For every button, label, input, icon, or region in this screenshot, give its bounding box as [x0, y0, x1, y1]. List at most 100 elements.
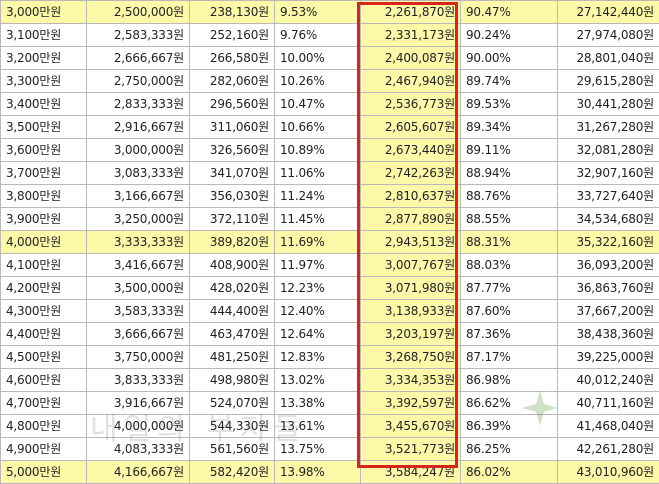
- net-pay-cell: 3,392,597원: [361, 392, 461, 415]
- annual-salary-cell: 3,600만원: [1, 139, 87, 162]
- monthly-salary-cell: 2,500,000원: [87, 1, 190, 24]
- deduction-rate-cell: 10.26%: [275, 70, 361, 93]
- annual-salary-cell: 3,500만원: [1, 116, 87, 139]
- monthly-salary-cell: 3,250,000원: [87, 208, 190, 231]
- net-pay-cell: 3,138,933원: [361, 300, 461, 323]
- net-pay-cell: 3,203,197원: [361, 323, 461, 346]
- net-rate-cell: 88.31%: [461, 231, 558, 254]
- net-pay-cell: 3,334,353원: [361, 369, 461, 392]
- net-pay-cell: 2,605,607원: [361, 116, 461, 139]
- annual-net-cell: 40,711,160원: [558, 392, 659, 415]
- deduction-cell: 428,020원: [190, 277, 275, 300]
- net-rate-cell: 88.94%: [461, 162, 558, 185]
- annual-net-cell: 39,225,000원: [558, 346, 659, 369]
- annual-net-cell: 35,322,160원: [558, 231, 659, 254]
- annual-salary-cell: 4,300만원: [1, 300, 87, 323]
- annual-net-cell: 37,667,200원: [558, 300, 659, 323]
- net-pay-cell: 2,536,773원: [361, 93, 461, 116]
- annual-salary-cell: 3,200만원: [1, 47, 87, 70]
- deduction-cell: 238,130원: [190, 1, 275, 24]
- deduction-cell: 341,070원: [190, 162, 275, 185]
- deduction-cell: 444,400원: [190, 300, 275, 323]
- monthly-salary-cell: 4,166,667원: [87, 461, 190, 484]
- deduction-rate-cell: 12.83%: [275, 346, 361, 369]
- deduction-cell: 372,110원: [190, 208, 275, 231]
- deduction-cell: 544,330원: [190, 415, 275, 438]
- annual-net-cell: 31,267,280원: [558, 116, 659, 139]
- annual-net-cell: 29,615,280원: [558, 70, 659, 93]
- annual-net-cell: 43,010,960원: [558, 461, 659, 484]
- net-pay-cell: 3,584,247원: [361, 461, 461, 484]
- monthly-salary-cell: 3,166,667원: [87, 185, 190, 208]
- annual-net-cell: 34,534,680원: [558, 208, 659, 231]
- annual-salary-cell: 3,900만원: [1, 208, 87, 231]
- net-rate-cell: 90.00%: [461, 47, 558, 70]
- net-pay-cell: 2,331,173원: [361, 24, 461, 47]
- deduction-cell: 408,900원: [190, 254, 275, 277]
- monthly-salary-cell: 3,833,333원: [87, 369, 190, 392]
- net-pay-cell: 2,467,940원: [361, 70, 461, 93]
- monthly-salary-cell: 3,333,333원: [87, 231, 190, 254]
- deduction-cell: 463,470원: [190, 323, 275, 346]
- annual-salary-cell: 3,400만원: [1, 93, 87, 116]
- net-rate-cell: 86.25%: [461, 438, 558, 461]
- net-rate-cell: 87.77%: [461, 277, 558, 300]
- deduction-rate-cell: 11.24%: [275, 185, 361, 208]
- net-rate-cell: 86.98%: [461, 369, 558, 392]
- net-pay-cell: 3,268,750원: [361, 346, 461, 369]
- deduction-cell: 356,030원: [190, 185, 275, 208]
- net-rate-cell: 86.62%: [461, 392, 558, 415]
- deduction-rate-cell: 10.47%: [275, 93, 361, 116]
- deduction-cell: 498,980원: [190, 369, 275, 392]
- net-rate-cell: 86.39%: [461, 415, 558, 438]
- annual-salary-cell: 5,000만원: [1, 461, 87, 484]
- annual-net-cell: 38,438,360원: [558, 323, 659, 346]
- deduction-cell: 296,560원: [190, 93, 275, 116]
- monthly-salary-cell: 3,583,333원: [87, 300, 190, 323]
- annual-net-cell: 42,261,280원: [558, 438, 659, 461]
- annual-salary-cell: 4,200만원: [1, 277, 87, 300]
- annual-net-cell: 27,142,440원: [558, 1, 659, 24]
- monthly-salary-cell: 3,666,667원: [87, 323, 190, 346]
- annual-salary-cell: 3,700만원: [1, 162, 87, 185]
- deduction-cell: 252,160원: [190, 24, 275, 47]
- net-pay-cell: 3,071,980원: [361, 277, 461, 300]
- annual-net-cell: 27,974,080원: [558, 24, 659, 47]
- deduction-rate-cell: 13.61%: [275, 415, 361, 438]
- net-rate-cell: 87.17%: [461, 346, 558, 369]
- annual-net-cell: 33,727,640원: [558, 185, 659, 208]
- deduction-rate-cell: 11.69%: [275, 231, 361, 254]
- monthly-salary-cell: 4,083,333원: [87, 438, 190, 461]
- deduction-rate-cell: 13.98%: [275, 461, 361, 484]
- annual-salary-cell: 4,900만원: [1, 438, 87, 461]
- monthly-salary-cell: 2,583,333원: [87, 24, 190, 47]
- net-rate-cell: 89.53%: [461, 93, 558, 116]
- deduction-rate-cell: 10.00%: [275, 47, 361, 70]
- net-pay-cell: 3,455,670원: [361, 415, 461, 438]
- monthly-salary-cell: 3,083,333원: [87, 162, 190, 185]
- net-rate-cell: 87.36%: [461, 323, 558, 346]
- net-rate-cell: 88.55%: [461, 208, 558, 231]
- monthly-salary-cell: 2,750,000원: [87, 70, 190, 93]
- annual-salary-cell: 4,400만원: [1, 323, 87, 346]
- net-pay-cell: 2,400,087원: [361, 47, 461, 70]
- net-rate-cell: 88.03%: [461, 254, 558, 277]
- annual-salary-cell: 3,800만원: [1, 185, 87, 208]
- net-rate-cell: 89.74%: [461, 70, 558, 93]
- deduction-cell: 582,420원: [190, 461, 275, 484]
- deduction-cell: 282,060원: [190, 70, 275, 93]
- net-pay-cell: 2,261,870원: [361, 1, 461, 24]
- annual-salary-cell: 3,100만원: [1, 24, 87, 47]
